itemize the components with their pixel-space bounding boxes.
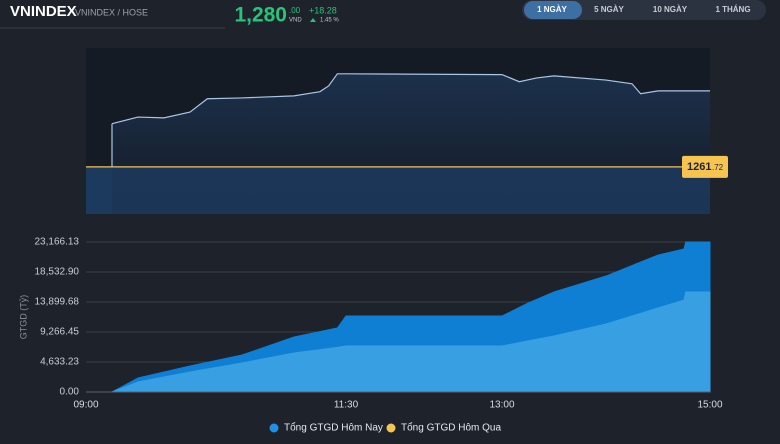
price-line [111,73,710,125]
legend-marker [386,423,396,433]
price-decimals: .00 [289,6,301,15]
change: +18.28 [309,5,337,15]
y-axis-label: GTGD (Tỷ) [18,295,28,340]
tab[interactable]: 1 NGÀY [537,5,567,14]
x-tick-label: 11:30 [334,400,359,411]
y-tick-label: 4,633.23 [40,357,79,368]
x-tick-label: 13:00 [489,400,514,411]
legend-label[interactable]: Tổng GTGD Hôm Nay [284,422,383,434]
y-tick-label: 13,899.68 [35,297,80,308]
x-tick-label: 09:00 [73,400,98,411]
price: 1,280 [234,4,287,27]
tab[interactable]: 5 NGÀY [594,5,624,14]
legend-marker [269,423,279,433]
reference-label: 1261 [687,161,711,173]
area [86,291,711,393]
symbol: VNINDEX [10,3,77,20]
tab[interactable]: 1 THÁNG [715,5,750,14]
exchange: VNINDEX / HOSE [75,7,148,17]
up-arrow [310,18,316,22]
y-tick-label: 9,266.45 [40,327,79,338]
tab-active-bg [524,1,582,19]
change-pct: 1.45 % [320,18,339,24]
tab[interactable]: 10 NGÀY [653,5,688,14]
reference-label-decimals: .72 [712,163,724,172]
volume-strip [112,166,710,214]
reference-label-bg [682,155,728,178]
y-tick-label: 18,532.90 [35,267,80,278]
currency: VND [289,18,302,24]
x-tick-label: 15:00 [697,400,722,411]
y-tick-label: 23,166.13 [35,237,80,248]
legend-label[interactable]: Tổng GTGD Hôm Qua [401,422,501,434]
y-tick-label: 0.00 [60,387,80,398]
tab-bar [522,0,766,20]
